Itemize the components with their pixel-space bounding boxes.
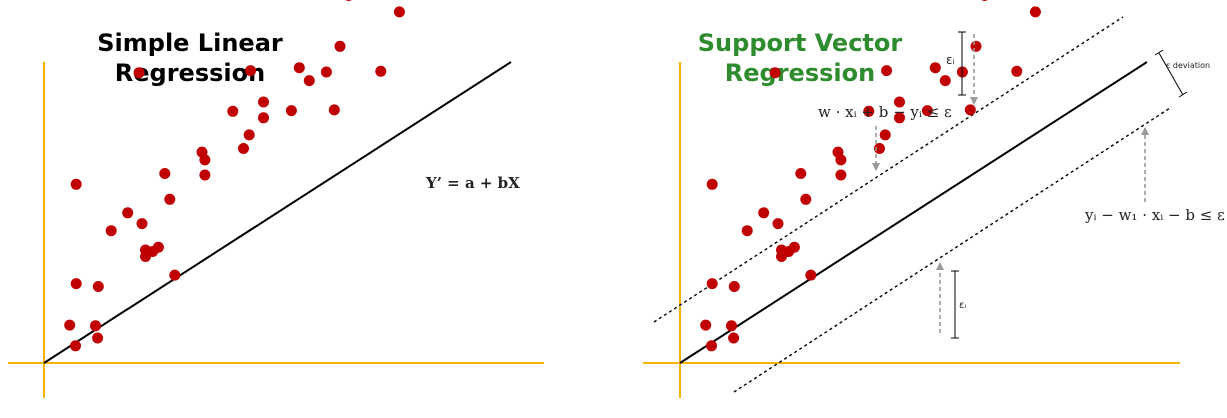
left-data-point — [92, 332, 104, 344]
left-data-point — [227, 105, 239, 117]
left-data-point — [393, 6, 405, 18]
left-data-point — [164, 193, 176, 205]
epsilon-i-upper-bracket — [958, 31, 966, 96]
right-title-line-1: Support Vector — [697, 29, 903, 57]
left-data-point — [105, 225, 117, 237]
left-data-point — [375, 65, 387, 77]
upper-constraint-equation: w · xᵢ + b − yᵢ ≤ ε — [818, 103, 952, 121]
epsilon-deviation-bracket — [1154, 49, 1188, 98]
right-data-point — [700, 319, 712, 331]
left-data-point — [70, 178, 82, 190]
right-data-point — [894, 96, 905, 108]
right-data-point — [706, 278, 718, 290]
left-data-point — [258, 96, 269, 108]
right-data-point — [835, 154, 847, 166]
right-data-point — [795, 168, 807, 179]
left-data-point — [238, 143, 249, 154]
right-data-point — [881, 65, 893, 77]
left-data-point — [159, 168, 171, 179]
epsilon-i-lower-bracket — [951, 270, 959, 339]
right-data-point — [964, 104, 976, 116]
left-data-point — [70, 340, 81, 352]
right-data-point — [776, 244, 787, 256]
left-data-point — [258, 112, 269, 124]
left-data-point — [345, 0, 352, 1]
right-data-point — [741, 225, 753, 237]
regression-equation: Y’ = a + bX — [425, 174, 520, 192]
right-data-point — [706, 178, 718, 190]
right-data-point — [929, 62, 941, 74]
left-data-point — [243, 129, 255, 141]
left-data-point — [92, 281, 104, 292]
right-data-point — [728, 281, 740, 292]
lower-epsilon-boundary — [733, 107, 1171, 393]
right-data-point — [894, 112, 905, 124]
right-data-point — [879, 129, 891, 141]
right-data-point — [805, 269, 817, 281]
left-data-point — [293, 62, 305, 74]
right-data-points — [700, 0, 1041, 352]
left-data-point — [320, 66, 332, 78]
left-data-point — [122, 207, 134, 219]
left-regression-line — [43, 61, 512, 364]
right-data-point — [758, 207, 770, 219]
left-data-point — [199, 154, 211, 166]
right-data-point — [939, 75, 951, 87]
right-data-point — [863, 105, 875, 117]
epsilon-deviation-label: ε deviation — [1166, 61, 1210, 70]
right-data-point — [835, 169, 847, 181]
right-data-point — [772, 218, 784, 230]
right-data-point — [921, 105, 933, 117]
right-data-point — [728, 332, 740, 344]
left-data-point — [285, 105, 297, 117]
left-data-point — [152, 241, 164, 253]
right-axes — [643, 62, 1180, 398]
left-data-point — [136, 218, 148, 230]
epsilon-i-lower-label: εᵢ — [959, 300, 966, 311]
left-data-points — [64, 0, 405, 352]
left-data-point — [133, 67, 145, 79]
left-data-point — [169, 269, 181, 281]
right-data-point — [800, 193, 812, 205]
right-data-point — [726, 320, 737, 332]
right-title-line-2: Regression — [724, 59, 876, 87]
right-data-point — [706, 340, 717, 352]
upper-epsilon-boundary — [653, 16, 1124, 323]
left-data-point — [199, 169, 211, 181]
left-data-point — [64, 319, 76, 331]
left-title-line-1: Simple Linear — [97, 29, 283, 57]
left-data-point — [70, 278, 82, 290]
right-data-point — [981, 0, 988, 1]
left-data-point — [140, 244, 151, 256]
epsilon-i-upper-label: εᵢ — [946, 53, 955, 67]
right-data-point — [1029, 6, 1041, 18]
right-data-point — [970, 40, 982, 52]
left-data-point — [303, 75, 315, 87]
left-data-point — [245, 65, 257, 77]
lower-constraint-equation: yᵢ − w₁ · xᵢ − b ≤ ε — [1084, 206, 1225, 224]
right-data-point — [769, 67, 781, 79]
left-data-point — [334, 40, 346, 52]
left-axes — [8, 62, 544, 398]
svr-regression-line — [679, 61, 1148, 364]
left-data-point — [90, 320, 101, 332]
left-title: Simple Linear Regression — [80, 28, 300, 88]
right-data-point — [788, 241, 800, 253]
right-title: Support Vector Regression — [695, 28, 905, 88]
left-data-point — [328, 104, 340, 116]
right-data-point — [1011, 65, 1023, 77]
right-data-point — [874, 143, 885, 154]
